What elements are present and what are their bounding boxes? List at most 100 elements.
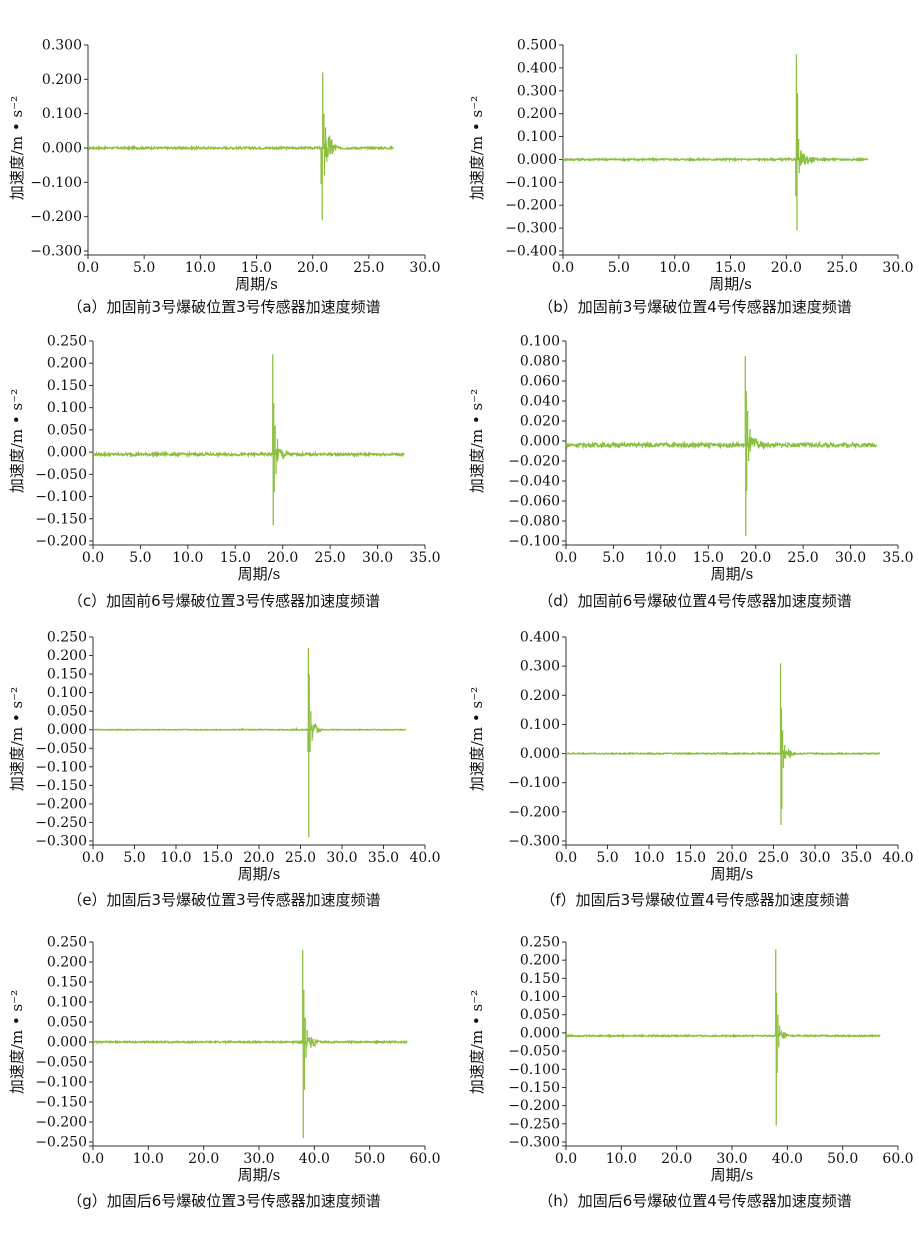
y-tick-label: 0.000	[520, 434, 560, 450]
x-tick-label: 0.0	[77, 260, 99, 276]
y-tick-label: 0.300	[517, 83, 557, 99]
x-tick-label: 5.0	[129, 550, 151, 566]
x-tick-label: 0.0	[82, 1151, 104, 1167]
signal-trace	[565, 436, 878, 452]
x-tick-label: 30.0	[362, 550, 393, 566]
y-tick-label: −0.100	[35, 489, 87, 505]
y-axis-label: 加速度/m • s⁻²	[8, 96, 26, 200]
x-tick-label: 25.0	[827, 260, 858, 276]
y-tick-label: −0.200	[505, 198, 557, 214]
signal-trace	[562, 150, 869, 166]
chart-f: −0.300 −0.200 −0.100 0.000 0.100 0.200 0.300 0.…	[468, 630, 914, 884]
x-tick-label: 25.0	[315, 550, 346, 566]
x-tick-label: 20.0	[716, 850, 747, 866]
x-tick-label: 10.0	[133, 1151, 164, 1167]
x-tick-label: 30.0	[882, 260, 913, 276]
x-tick-label: 30.0	[409, 260, 440, 276]
x-tick-label: 20.0	[188, 1151, 219, 1167]
y-tick-label: −0.400	[505, 244, 557, 260]
y-tick-label: 0.200	[47, 356, 87, 372]
signal-trace	[92, 1037, 408, 1048]
x-tick-label: 10.0	[645, 550, 676, 566]
x-tick-label: 25.0	[788, 550, 819, 566]
y-tick-label: −0.300	[508, 834, 560, 850]
y-tick-label: 0.040	[520, 394, 560, 410]
y-tick-label: −0.250	[508, 1116, 560, 1132]
x-tick-label: 40.0	[409, 850, 440, 866]
x-tick-label: 0.0	[552, 260, 574, 276]
x-tick-label: 40.0	[299, 1151, 330, 1167]
y-tick-label: 0.250	[47, 630, 87, 646]
x-tick-label: 30.0	[243, 1151, 274, 1167]
x-tick-label: 20.0	[243, 850, 274, 866]
x-axis-label: 周期/s	[711, 865, 754, 883]
y-tick-label: −0.200	[35, 534, 87, 550]
signal-trace	[87, 134, 394, 158]
y-tick-label: 0.250	[47, 334, 87, 350]
x-axis-label: 周期/s	[711, 565, 754, 583]
y-tick-label: 0.000	[517, 152, 557, 168]
y-axis-label: 加速度/m • s⁻²	[468, 96, 486, 200]
y-tick-label: −0.100	[508, 534, 560, 550]
x-axis-label: 周期/s	[238, 1166, 281, 1184]
x-tick-label: 5.0	[596, 850, 618, 866]
x-tick-label: 10.0	[185, 260, 216, 276]
chart-b: −0.400 −0.300 −0.200 −0.100 0.000 0.100 0.200 0…	[468, 38, 914, 294]
x-tick-label: 10.0	[606, 1151, 637, 1167]
x-tick-label: 5.0	[602, 550, 624, 566]
y-tick-label: −0.050	[35, 1055, 87, 1071]
x-tick-label: 5.0	[608, 260, 630, 276]
y-tick-label: 0.500	[517, 38, 557, 54]
y-tick-label: 0.050	[47, 422, 87, 438]
y-tick-label: 0.050	[520, 1007, 560, 1023]
y-tick-label: −0.100	[35, 1075, 87, 1091]
y-tick-label: −0.050	[35, 741, 87, 757]
x-tick-label: 10.0	[172, 550, 203, 566]
x-tick-label: 40.0	[882, 850, 913, 866]
y-tick-label: −0.250	[35, 1135, 87, 1151]
x-tick-label: 10.0	[160, 850, 191, 866]
y-tick-label: −0.150	[35, 778, 87, 794]
y-tick-label: −0.100	[508, 775, 560, 791]
y-tick-label: 0.000	[42, 141, 82, 157]
x-tick-label: 5.0	[123, 850, 145, 866]
y-tick-label: 0.020	[520, 414, 560, 430]
y-tick-label: 0.150	[47, 975, 87, 991]
x-tick-label: 0.0	[82, 850, 104, 866]
y-tick-label: 0.200	[517, 106, 557, 122]
y-tick-label: −0.050	[35, 467, 87, 483]
x-tick-label: 60.0	[882, 1151, 913, 1167]
x-tick-label: 10.0	[659, 260, 690, 276]
x-tick-label: 35.0	[368, 850, 399, 866]
signal-trace	[92, 448, 405, 464]
x-tick-label: 30.0	[799, 850, 830, 866]
x-tick-label: 0.0	[82, 550, 104, 566]
y-tick-label: −0.200	[508, 804, 560, 820]
x-tick-label: 15.0	[693, 550, 724, 566]
panel-caption-e: （e）加固后3号爆破位置3号传感器加速度频谱	[67, 891, 381, 909]
x-tick-label: 30.0	[326, 850, 357, 866]
y-tick-label: 0.100	[520, 334, 560, 350]
y-tick-label: 0.400	[520, 630, 560, 646]
y-tick-label: −0.200	[35, 1115, 87, 1131]
y-tick-label: −0.150	[508, 1080, 560, 1096]
y-tick-label: 0.050	[47, 704, 87, 720]
x-tick-label: 15.0	[715, 260, 746, 276]
x-tick-label: 50.0	[827, 1151, 858, 1167]
panel-caption-g: （g）加固后6号爆破位置3号传感器加速度频谱	[67, 1192, 381, 1210]
chart-a: −0.300 −0.200 −0.100 0.000 0.100 0.200 0.300 0.…	[8, 38, 441, 294]
x-axis-label: 周期/s	[711, 1166, 754, 1184]
y-tick-label: 0.100	[517, 129, 557, 145]
x-tick-label: 60.0	[409, 1151, 440, 1167]
y-tick-label: 0.250	[520, 935, 560, 951]
y-axis-label: 加速度/m • s⁻²	[8, 687, 26, 791]
x-tick-label: 20.0	[740, 550, 771, 566]
x-tick-label: 15.0	[202, 850, 233, 866]
y-tick-label: −0.050	[508, 1044, 560, 1060]
chart-c: −0.200 −0.150 −0.100 −0.050 0.000 0.050 0.100 0…	[8, 334, 441, 584]
y-tick-label: 0.300	[42, 38, 82, 54]
y-tick-label: 0.200	[520, 953, 560, 969]
x-tick-label: 35.0	[409, 550, 440, 566]
y-tick-label: 0.000	[520, 1025, 560, 1041]
